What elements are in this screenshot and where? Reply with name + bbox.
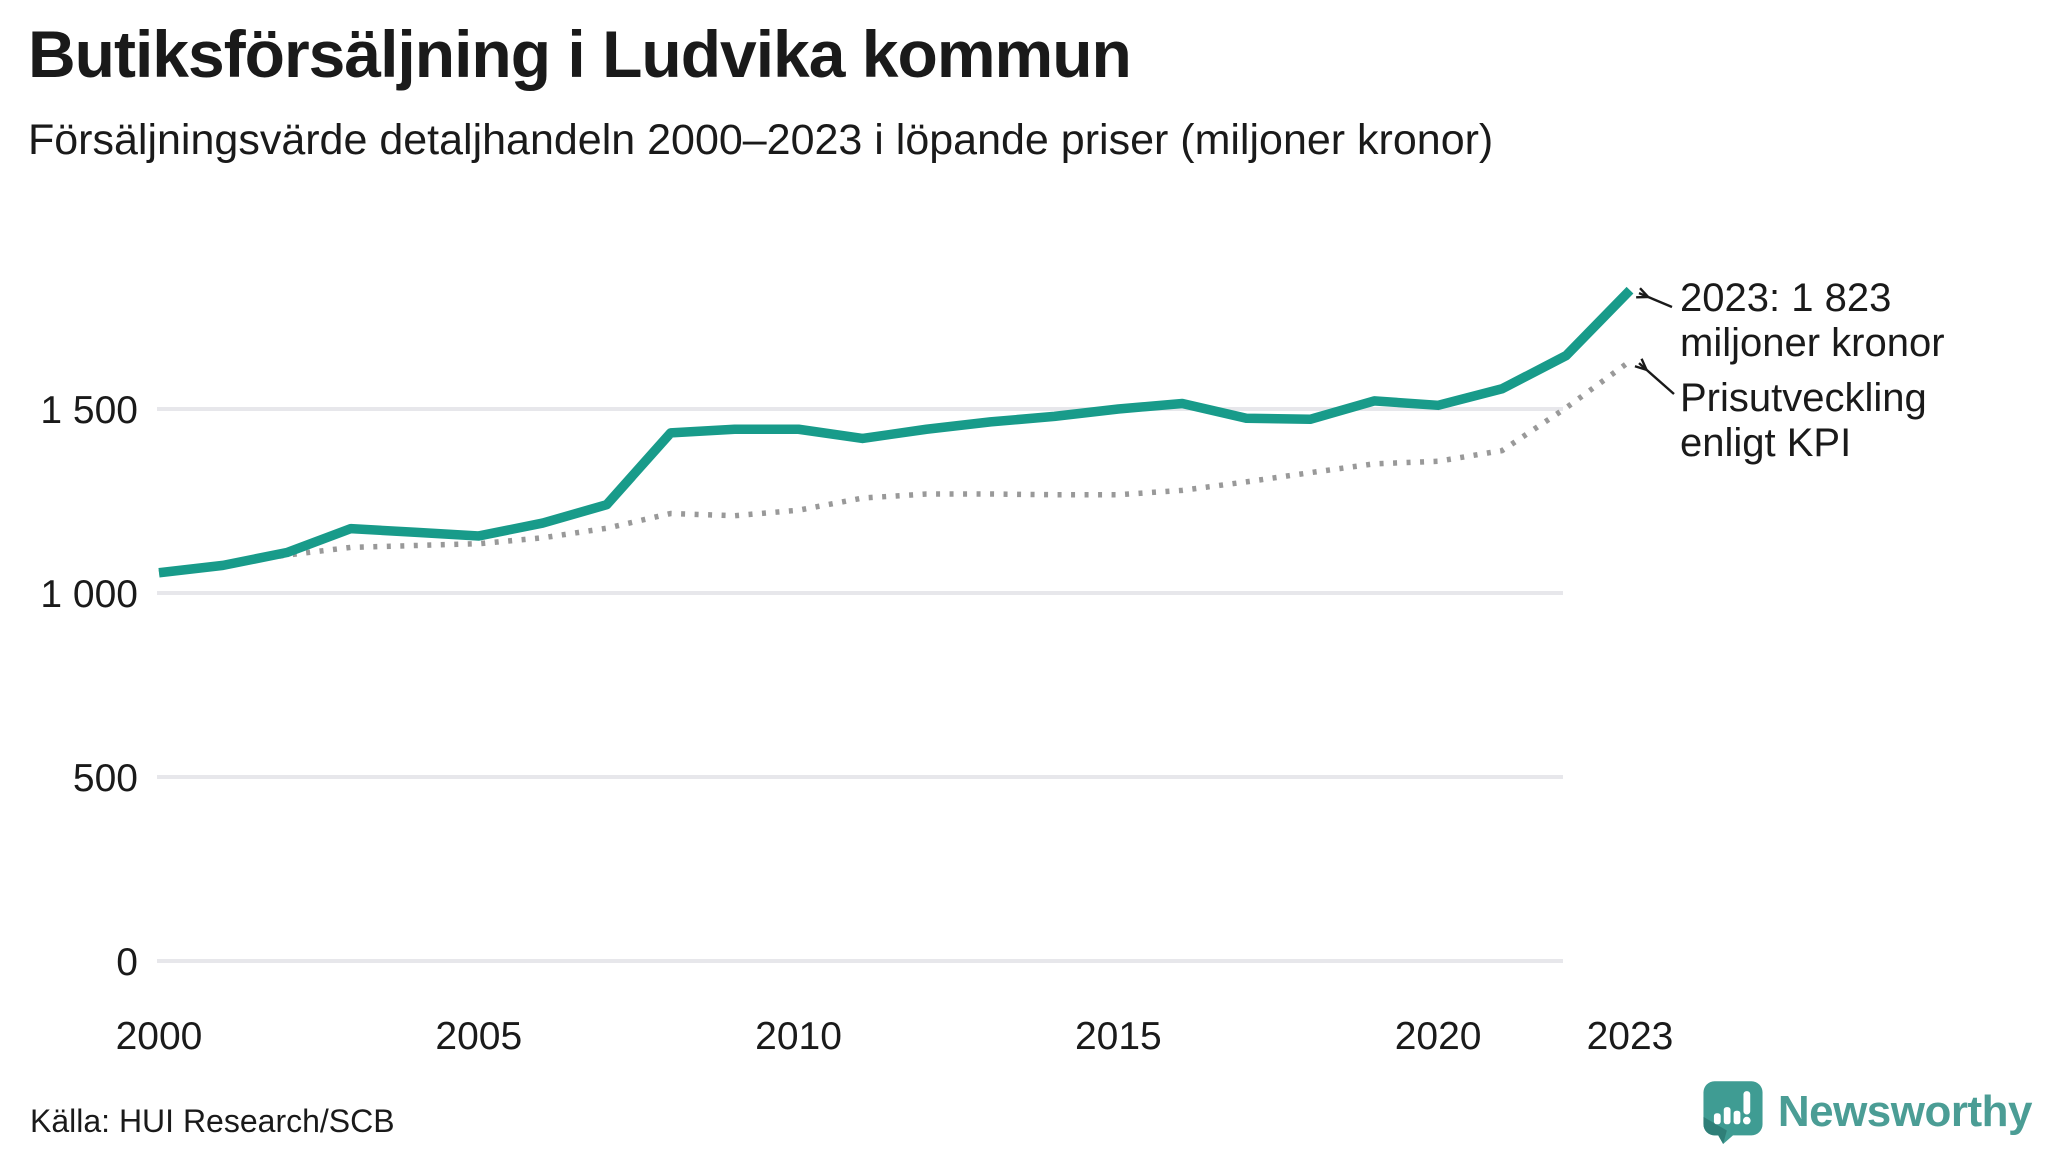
logo-bars-icon [1713, 1091, 1751, 1125]
x-tick-label: 2020 [1395, 1015, 1482, 1058]
annotations: 2023: 1 823 miljoner kronor Prisutveckling… [1639, 276, 1945, 465]
x-tick-label: 2015 [1075, 1015, 1162, 1058]
brand-name: Newsworthy [1777, 1087, 2033, 1136]
newsworthy-logo-icon [1703, 1081, 1763, 1144]
annotation-arrow [1639, 293, 1673, 309]
annotation-sales-2023: 2023: 1 823 miljoner kronor [1680, 276, 1945, 365]
logo-tail-shade [1703, 1116, 1727, 1144]
chart-subtitle: Försäljningsvärde detaljhandeln 2000–202… [28, 116, 1494, 164]
gridlines [157, 407, 1563, 963]
x-tick-label: 2005 [435, 1015, 522, 1058]
axis-labels: 0 500 1 000 1 500 2000 2005 2010 2015 2020 2023 [40, 389, 1673, 1058]
chart-title: Butiksförsäljning i Ludvika kommun [28, 17, 1132, 91]
y-tick-label: 1 000 [40, 573, 138, 616]
y-tick-label: 0 [116, 941, 138, 984]
source-note: Källa: HUI Research/SCB [30, 1103, 395, 1139]
data-series [158, 286, 1634, 578]
kpi-price-line [158, 358, 1632, 576]
annotation-arrow [1639, 363, 1675, 395]
x-tick-label: 2000 [116, 1015, 203, 1058]
x-tick-label: 2023 [1587, 1015, 1674, 1058]
annotation-kpi: Prisutveckling enligt KPI [1680, 376, 1927, 465]
newsworthy-brand: Newsworthy [1702, 1080, 2033, 1144]
x-tick-label: 2010 [755, 1015, 842, 1058]
sales-line [158, 286, 1634, 578]
y-tick-label: 500 [73, 757, 138, 800]
y-tick-label: 1 500 [40, 389, 138, 432]
